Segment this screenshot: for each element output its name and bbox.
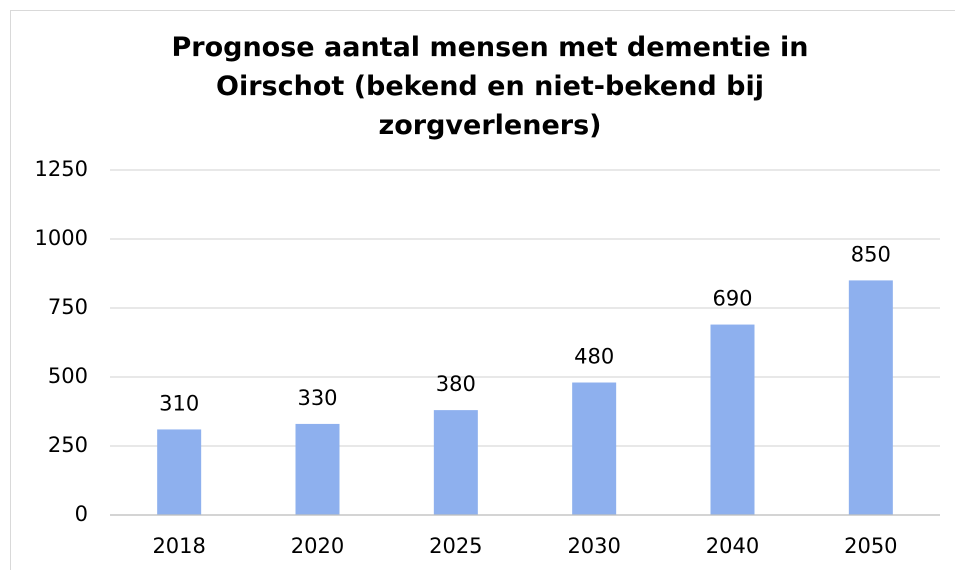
data-label: 690 <box>712 287 752 311</box>
y-tick-label: 500 <box>48 364 88 388</box>
bar <box>572 382 617 515</box>
y-tick-label: 1000 <box>35 226 88 250</box>
data-label: 850 <box>851 242 891 266</box>
y-tick-label: 0 <box>75 502 88 526</box>
bar <box>433 410 478 515</box>
x-tick-label: 2040 <box>706 534 759 558</box>
bar <box>710 324 755 515</box>
y-tick-label: 750 <box>48 295 88 319</box>
bar <box>157 429 202 515</box>
x-tick-label: 2020 <box>291 534 344 558</box>
x-tick-label: 2050 <box>844 534 897 558</box>
x-tick-label: 2025 <box>429 534 482 558</box>
chart-title: Prognose aantal mensen met dementie in O… <box>171 32 809 141</box>
y-tick-label: 1250 <box>35 157 88 181</box>
chart-border <box>10 10 955 570</box>
x-tick-label: 2030 <box>567 534 620 558</box>
y-tick-label: 250 <box>48 433 88 457</box>
data-label: 330 <box>297 386 337 410</box>
data-label: 380 <box>436 372 476 396</box>
data-label: 310 <box>159 391 199 415</box>
data-label: 480 <box>574 345 614 369</box>
bar <box>295 423 340 515</box>
x-tick-label: 2018 <box>152 534 205 558</box>
bar <box>848 280 893 515</box>
